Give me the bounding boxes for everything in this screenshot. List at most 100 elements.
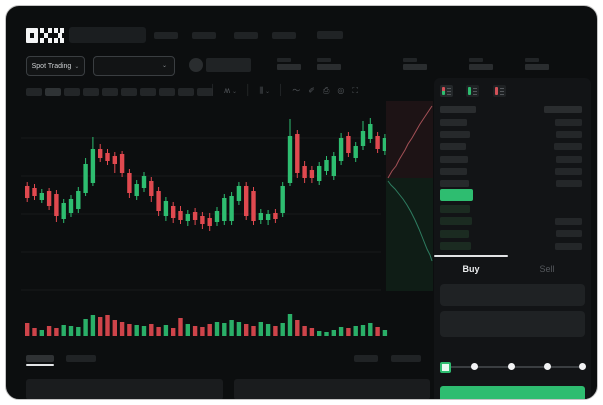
candle bbox=[214, 211, 220, 222]
stat-block-1 bbox=[277, 58, 301, 70]
candle bbox=[287, 136, 293, 183]
volume-bar bbox=[25, 323, 30, 336]
bottom-action-1[interactable] bbox=[354, 355, 378, 362]
slider-dot-1[interactable] bbox=[471, 363, 478, 370]
candle bbox=[119, 154, 125, 173]
volume-bar bbox=[171, 328, 176, 336]
candle bbox=[134, 184, 139, 196]
volume-bar bbox=[214, 322, 220, 336]
candle bbox=[309, 170, 315, 178]
chart-settings-icon[interactable]: ◎ bbox=[337, 86, 345, 95]
timeframe-button-8[interactable] bbox=[159, 88, 175, 96]
candle bbox=[127, 173, 132, 193]
volume-bar bbox=[149, 324, 154, 336]
percent-slider[interactable] bbox=[434, 362, 591, 378]
asks-only-view-icon[interactable] bbox=[492, 85, 506, 97]
ask-row[interactable] bbox=[434, 153, 591, 165]
candle bbox=[317, 166, 322, 181]
toolbar-divider: │ bbox=[245, 85, 252, 96]
tab-buy[interactable]: Buy bbox=[462, 264, 480, 274]
timeframe-button-10[interactable] bbox=[197, 88, 213, 96]
order-book-bids bbox=[434, 203, 591, 252]
bid-row[interactable] bbox=[434, 228, 591, 240]
candle bbox=[295, 134, 300, 173]
timeframe-buttons bbox=[26, 88, 213, 96]
fullscreen-icon[interactable]: ⛶ bbox=[352, 86, 358, 95]
slider-dot-4[interactable] bbox=[579, 363, 586, 370]
candle bbox=[192, 212, 198, 220]
nav-item-4[interactable] bbox=[272, 32, 296, 39]
timeframe-button-5[interactable] bbox=[102, 88, 118, 96]
last-price-badge[interactable] bbox=[440, 189, 473, 201]
timeframe-button-7[interactable] bbox=[140, 88, 156, 96]
volume-bar bbox=[134, 325, 139, 336]
market-type-dropdown[interactable]: Spot Trading ⌄ bbox=[26, 56, 85, 76]
volume-bar bbox=[222, 323, 227, 336]
volume-bar bbox=[375, 327, 380, 336]
volume-bar bbox=[280, 323, 285, 336]
combined-book-view-icon[interactable] bbox=[440, 85, 453, 97]
bid-row[interactable] bbox=[434, 203, 591, 215]
slider-dot-2[interactable] bbox=[508, 363, 515, 370]
volume-bar bbox=[229, 320, 234, 336]
candle bbox=[331, 156, 336, 176]
timeframe-button-1[interactable] bbox=[26, 88, 42, 96]
volume-bar bbox=[32, 328, 37, 336]
nav-item-1[interactable] bbox=[154, 32, 178, 39]
bid-row[interactable] bbox=[434, 215, 591, 227]
timeframe-button-4[interactable] bbox=[83, 88, 99, 96]
candle bbox=[368, 124, 373, 139]
bottom-tab-active[interactable] bbox=[26, 355, 54, 362]
bid-row[interactable] bbox=[434, 240, 591, 252]
timeframe-button-6[interactable] bbox=[121, 88, 137, 96]
indicator-icon[interactable]: ⫼ ⌄ bbox=[259, 86, 271, 96]
candle bbox=[375, 136, 380, 149]
volume-bar bbox=[287, 314, 293, 336]
ask-row[interactable] bbox=[434, 165, 591, 177]
overlay-style-icon[interactable]: ʍ ⌄ bbox=[224, 86, 238, 96]
timeframe-button-3[interactable] bbox=[64, 88, 80, 96]
orders-skeleton-panel-2 bbox=[234, 379, 430, 399]
toolbar-divider: │ bbox=[278, 85, 285, 96]
buy-submit-button[interactable] bbox=[440, 386, 585, 399]
volume-bar bbox=[119, 322, 125, 336]
tab-sell[interactable]: Sell bbox=[539, 264, 555, 274]
candle bbox=[302, 166, 307, 178]
slider-dot-3[interactable] bbox=[544, 363, 551, 370]
nav-item-2[interactable] bbox=[192, 32, 216, 39]
nav-item-5[interactable] bbox=[317, 31, 343, 39]
buy-tab-indicator bbox=[434, 255, 508, 257]
ask-row[interactable] bbox=[434, 141, 591, 153]
ask-row[interactable] bbox=[434, 116, 591, 128]
timeframe-button-2[interactable] bbox=[45, 88, 61, 96]
candle bbox=[83, 164, 88, 193]
order-book-view-toggles bbox=[440, 84, 515, 102]
volume-bar bbox=[368, 323, 373, 336]
bids-only-view-icon[interactable] bbox=[466, 85, 480, 97]
depth-chart[interactable] bbox=[386, 101, 433, 291]
ask-row[interactable] bbox=[434, 177, 591, 189]
draw-tool-icon[interactable]: ✐ bbox=[308, 86, 315, 95]
coin-avatar bbox=[189, 58, 203, 72]
ask-row[interactable] bbox=[434, 128, 591, 140]
pair-selector-dropdown[interactable]: ⌄ bbox=[93, 56, 175, 76]
bottom-action-2[interactable] bbox=[391, 355, 421, 362]
nav-item-3[interactable] bbox=[234, 32, 258, 39]
search-input[interactable] bbox=[69, 27, 146, 43]
bottom-tab-2[interactable] bbox=[66, 355, 96, 362]
volume-bar bbox=[382, 330, 388, 336]
candlestick-chart[interactable] bbox=[21, 98, 433, 338]
timeframe-button-9[interactable] bbox=[178, 88, 194, 96]
price-input[interactable] bbox=[440, 284, 585, 306]
wave-tool-icon[interactable]: 〜 bbox=[292, 86, 301, 95]
snapshot-icon[interactable]: ⎙ bbox=[322, 86, 330, 95]
stat-block-5 bbox=[525, 58, 549, 70]
amount-input[interactable] bbox=[440, 311, 585, 337]
slider-handle[interactable] bbox=[440, 362, 451, 373]
order-book-asks bbox=[434, 116, 591, 190]
volume-bar bbox=[61, 325, 66, 336]
candle bbox=[251, 191, 256, 221]
volume-bar bbox=[156, 327, 161, 336]
app-window: Spot Trading ⌄ ⌄ │ ʍ ⌄ │ ⫼ ⌄ │ 〜 ✐ ⎙ ◎ ⛶ bbox=[5, 5, 598, 400]
